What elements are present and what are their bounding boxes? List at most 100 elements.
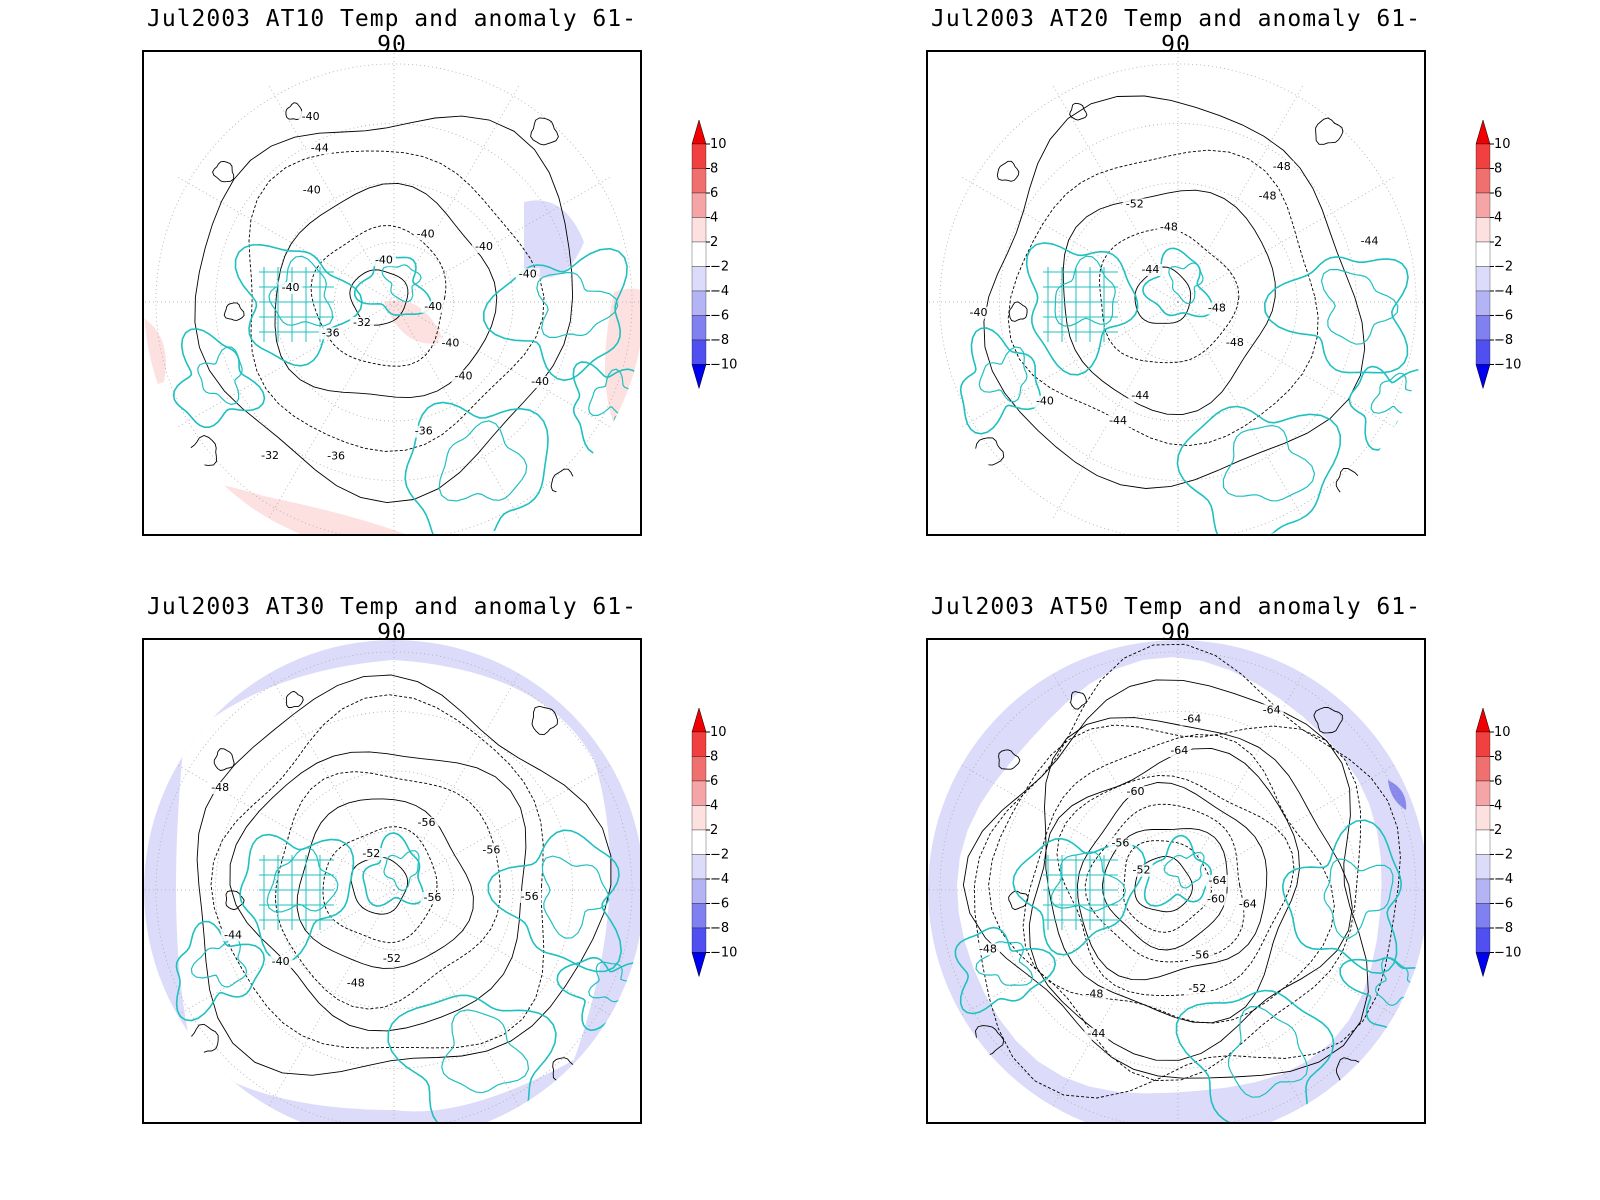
colorbar-segment [691, 903, 707, 929]
temperature-contour [296, 798, 474, 969]
country-border [441, 1009, 530, 1094]
graticule-circle [1058, 770, 1298, 1010]
colorbar-segment [1475, 756, 1491, 782]
contour-label-bg [359, 848, 384, 861]
country-border [383, 850, 420, 892]
graticule-meridian [1177, 85, 1304, 303]
temperature-contour [229, 751, 527, 1032]
temperature-contour [972, 437, 1005, 466]
colorbar-segment [1475, 731, 1491, 757]
contour-label-bg [1106, 415, 1131, 428]
graticule-circle [1118, 242, 1238, 362]
colorbar-segment [1475, 290, 1491, 316]
contour-label-bg [379, 952, 404, 965]
colorbar-svg: 10 8 6 4 2 −2 −4 −6 −8 −10 [691, 708, 737, 978]
colorbar-label: −4 [1494, 284, 1513, 299]
map-svg: -56 -52 -48 -40 -44 -48 -52 -56 -56 -56 [144, 640, 640, 1122]
polar-map: -40 -40 -40 -36 -36 -32 -32 -36 -40 -40 -44 -40 -40 -… [142, 50, 642, 536]
contour-label: -40 [424, 300, 442, 313]
colorbar-arrow-bottom [1475, 364, 1491, 390]
contour-label: -56 [1191, 948, 1209, 961]
contour-label: -44 [311, 141, 329, 154]
country-border [1323, 858, 1394, 939]
panel-at10: Jul2003 AT10 Temp and anomaly 61-90 -40-… [142, 0, 902, 560]
graticule-circle [1118, 830, 1238, 950]
temperature-contour [1008, 301, 1028, 322]
contour-label: -40 [282, 281, 300, 294]
contour-label-bg [1129, 864, 1154, 877]
panel-title: Jul2003 AT20 Temp and anomaly 61-90 [931, 6, 1421, 58]
contour-label: -44 [1141, 263, 1159, 276]
graticule-circle [999, 711, 1357, 1069]
colorbar: 10 8 6 4 2 −2 −4 −6 −8 −10 [690, 120, 750, 400]
colorbar-segment [1475, 241, 1491, 267]
colorbar-segment [1475, 217, 1491, 243]
contour-label-bg [451, 370, 476, 383]
contour-label: -40 [455, 369, 473, 382]
temperature-contour [285, 690, 304, 708]
contour-label-bg [1084, 1027, 1109, 1040]
colorbar-label: 2 [1494, 235, 1502, 250]
graticule-meridian [1177, 889, 1304, 1107]
colorbar-segment [691, 927, 707, 953]
colorbar-label: 6 [1494, 186, 1502, 201]
temperature-contour [225, 890, 245, 911]
graticule-meridian [268, 85, 395, 303]
contour-label: -48 [979, 942, 997, 955]
colorbar-svg: 10 8 6 4 2 −2 −4 −6 −8 −10 [1475, 120, 1521, 390]
colorbar-label: −6 [710, 309, 729, 324]
temperature-contour [998, 749, 1021, 770]
contour-label-bg [258, 449, 283, 462]
colorbar: 10 8 6 4 2 −2 −4 −6 −8 −10 [1474, 120, 1534, 400]
panel-at50: Jul2003 AT50 Temp and anomaly 61-90 -60-… [926, 588, 1600, 1148]
temperature-contour [350, 856, 409, 915]
graticule-meridian [961, 764, 1179, 891]
contour-label-bg [966, 306, 991, 319]
colorbar-segment [1475, 927, 1491, 953]
contour-label-bg [528, 375, 553, 388]
coastline [487, 829, 623, 973]
contour-label-bg [1032, 395, 1057, 408]
contour-label: -48 [1160, 221, 1178, 234]
anomaly-warm [464, 52, 640, 112]
colorbar-segment [691, 168, 707, 194]
graticule-circle [334, 242, 454, 362]
contour-label: -44 [1361, 235, 1379, 248]
colorbar-segment [691, 878, 707, 904]
contour-label: -52 [362, 847, 380, 860]
polar-map: -60 -56 -52 -48 -44 -48 -52 -56 -60 -64 -64 -64 -64-… [926, 638, 1426, 1124]
contour-label: -52 [383, 952, 401, 965]
graticule-meridian [177, 176, 395, 303]
graticule-meridian [1177, 889, 1395, 1016]
contour-label-bg [298, 111, 323, 124]
temperature-contour [1007, 149, 1319, 447]
map-layer: -48 -48 -44 -44 -40 -40 -44 -48 -52 -48 -48 -44 [928, 52, 1424, 534]
contour-label-bg [1235, 898, 1260, 911]
contour-label-bg [324, 450, 349, 463]
colorbar-label: −4 [710, 284, 729, 299]
temperature-contour [1315, 117, 1344, 145]
graticule-circle [334, 830, 454, 950]
graticule-meridian [393, 85, 520, 303]
contour-label-bg [208, 782, 233, 795]
temperature-contour [1062, 189, 1276, 416]
country-border [381, 264, 422, 303]
country-border [978, 346, 1028, 403]
contour-label-bg [343, 977, 368, 990]
contour-label: -44 [224, 928, 242, 941]
colorbar-segment [1475, 829, 1491, 855]
contour-label-bg [349, 316, 374, 329]
coastline [1012, 837, 1146, 956]
colorbar-segment [691, 266, 707, 292]
contour-label: -48 [211, 781, 229, 794]
temperature-contour [310, 225, 447, 367]
temperature-contour [196, 674, 612, 1076]
contour-label-bg [371, 254, 396, 267]
temperature-contour [530, 117, 559, 146]
colorbar-label: −10 [710, 358, 737, 373]
colorbar-label: 8 [1494, 162, 1502, 177]
contour-label-bg [1203, 893, 1228, 906]
contour-label-bg [1222, 337, 1247, 350]
contour-label-bg [1108, 837, 1133, 850]
contour-label: -56 [1111, 837, 1129, 850]
